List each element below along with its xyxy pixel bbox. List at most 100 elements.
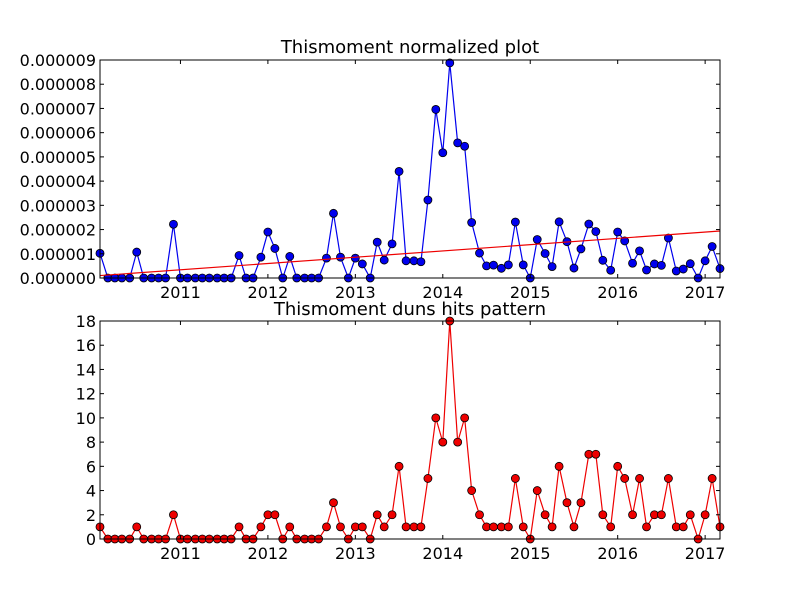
data-point <box>234 522 244 532</box>
chart-title: Thismoment normalized plot <box>280 37 539 58</box>
data-point <box>263 227 273 237</box>
data-point <box>584 219 594 229</box>
data-point <box>606 522 616 532</box>
series-line <box>99 320 721 542</box>
x-tick-label: 2011 <box>160 544 201 563</box>
axes-frame <box>99 320 721 540</box>
data-point <box>357 522 367 532</box>
data-point <box>664 233 673 243</box>
data-point <box>657 261 666 270</box>
data-point <box>379 255 389 265</box>
normalized-plot-chart: Thismoment normalized plot 0.000000 0.000… <box>20 37 726 302</box>
data-point <box>685 259 695 269</box>
series-line <box>99 62 721 281</box>
data-point <box>270 510 280 520</box>
data-point <box>642 265 651 275</box>
data-point <box>707 474 717 483</box>
data-point <box>620 474 630 483</box>
data-point <box>569 263 579 273</box>
data-point <box>700 510 710 520</box>
y-tick-label: 0.000006 <box>20 124 96 143</box>
y-tick-label: 0.000002 <box>20 221 96 240</box>
data-point <box>591 449 601 459</box>
data-point <box>379 522 389 532</box>
data-point <box>510 474 520 483</box>
data-point <box>532 486 542 495</box>
data-point <box>431 413 441 423</box>
data-point <box>540 510 550 520</box>
data-point <box>270 244 280 253</box>
data-point <box>453 138 463 148</box>
data-point <box>329 208 338 218</box>
data-point <box>372 510 382 520</box>
data-point <box>569 522 579 532</box>
data-point <box>628 510 637 520</box>
data-point <box>438 148 448 158</box>
x-tick-label: 2012 <box>248 544 289 563</box>
data-point <box>700 256 710 266</box>
data-point <box>547 522 557 532</box>
data-point <box>613 227 623 237</box>
y-tick-label: 2 <box>86 506 96 525</box>
data-point <box>650 259 659 269</box>
y-tick-label: 0.000008 <box>20 75 96 94</box>
data-point <box>489 260 498 270</box>
data-point <box>678 264 688 274</box>
data-point <box>132 522 142 532</box>
data-point <box>350 253 360 263</box>
data-point <box>657 510 666 520</box>
data-point <box>620 236 630 246</box>
data-point <box>423 474 433 483</box>
data-point <box>460 141 470 151</box>
axes-frame <box>99 59 721 279</box>
data-point <box>329 498 338 508</box>
plot-area <box>95 58 725 283</box>
y-tick-label: 0.000005 <box>20 148 96 167</box>
data-point <box>606 265 616 275</box>
y-tick-label: 0.000001 <box>20 245 96 264</box>
data-point <box>547 262 557 272</box>
data-point <box>635 474 644 483</box>
y-tick-label: 0.000003 <box>20 196 96 215</box>
y-tick-label: 8 <box>86 433 96 452</box>
y-tick-label: 0.000009 <box>20 51 96 70</box>
data-point <box>685 510 695 520</box>
x-tick-label: 2011 <box>160 283 201 302</box>
data-point <box>576 498 586 508</box>
data-point <box>598 510 608 520</box>
duns-hits-chart: Thismoment duns hits pattern 0 2 4 6 8 10 12 14… <box>76 299 726 563</box>
data-point <box>460 413 470 423</box>
data-point <box>467 486 477 495</box>
data-point <box>387 510 397 520</box>
data-point <box>431 105 441 114</box>
data-point <box>591 227 601 236</box>
data-point <box>598 255 608 265</box>
data-point <box>169 219 178 229</box>
y-tick-label: 6 <box>86 457 96 476</box>
x-tick-label: 2016 <box>597 283 638 302</box>
x-tick-label: 2015 <box>510 283 551 302</box>
data-point <box>540 249 550 258</box>
y-tick-label: 16 <box>76 336 96 355</box>
y-tick-label: 12 <box>76 385 96 404</box>
data-point <box>285 522 295 532</box>
data-point <box>489 522 498 532</box>
data-point <box>503 260 513 270</box>
data-point <box>475 248 484 258</box>
y-tick-label: 10 <box>76 409 96 428</box>
data-point <box>416 257 426 267</box>
x-tick-label: 2012 <box>248 283 289 302</box>
plot-area <box>95 316 725 544</box>
data-point <box>475 510 484 520</box>
data-point <box>394 167 404 176</box>
y-tick-label: 0.000000 <box>20 269 96 288</box>
y-axis: 0.000000 0.000001 0.000002 0.000003 0.000004… <box>20 51 720 288</box>
x-tick-label: 2014 <box>422 544 463 563</box>
data-point <box>642 522 651 532</box>
data-point <box>438 437 448 447</box>
x-tick-label: 2013 <box>335 283 376 302</box>
data-point <box>467 218 477 227</box>
data-point <box>532 235 542 244</box>
data-point <box>416 522 426 532</box>
